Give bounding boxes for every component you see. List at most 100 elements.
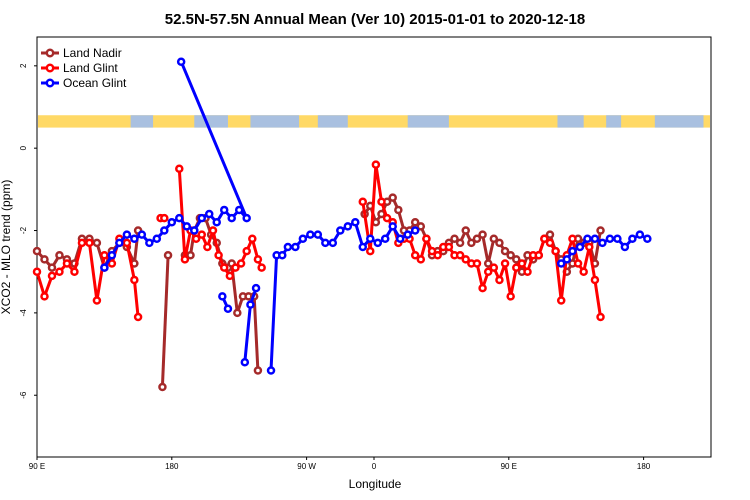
data-point-ocean-glint — [246, 300, 255, 309]
data-point-ocean-glint — [137, 230, 147, 239]
data-point-ocean-glint — [403, 230, 412, 239]
y-axis-label: XCO2 - MLO trend (ppm) — [0, 180, 13, 315]
data-point-land-glint — [422, 234, 431, 244]
data-point-ocean-glint — [575, 242, 585, 252]
data-point-land-nadir — [92, 238, 102, 248]
data-point-ocean-glint — [167, 218, 177, 227]
data-point-land-glint — [517, 259, 527, 268]
data-point-ocean-glint — [218, 292, 227, 301]
data-point-ocean-glint — [568, 246, 577, 256]
legend-label-land-glint: Land Glint — [63, 61, 118, 75]
data-point-ocean-glint — [212, 218, 221, 227]
legend-marker-land-glint — [45, 63, 55, 73]
data-point-ocean-glint — [380, 234, 390, 244]
data-point-land-glint — [512, 263, 521, 272]
data-point-land-nadir — [450, 234, 459, 244]
data-point-land-glint — [410, 250, 420, 260]
ocean-band-segment — [407, 115, 449, 128]
y-tick-label: 0 — [19, 145, 28, 150]
data-point-land-glint — [122, 238, 132, 248]
y-tick-label: -6 — [19, 391, 28, 399]
data-point-ocean-glint — [351, 218, 360, 227]
x-axis-label: Longitude — [349, 477, 402, 491]
data-point-land-nadir — [483, 259, 493, 268]
data-point-ocean-glint — [598, 238, 607, 248]
data-point-ocean-glint — [145, 238, 154, 248]
data-point-ocean-glint — [175, 213, 184, 223]
data-point-land-nadir — [55, 250, 64, 260]
data-point-land-glint — [506, 292, 515, 301]
data-point-land-glint — [377, 197, 386, 206]
data-point-land-glint — [47, 271, 57, 281]
x-tick-label: 90 E — [501, 462, 517, 471]
data-point-ocean-glint — [278, 250, 287, 260]
x-tick-label: 90 E — [29, 462, 45, 471]
x-tick-label: 180 — [165, 462, 179, 471]
data-point-land-glint — [32, 267, 42, 276]
data-point-land-glint — [551, 246, 560, 256]
chart-title: 52.5N-57.5N Annual Mean (Ver 10) 2015-01… — [165, 11, 585, 28]
data-point-ocean-glint — [590, 234, 600, 244]
data-point-ocean-glint — [643, 234, 652, 244]
ocean-band-segment — [194, 115, 228, 128]
data-point-land-glint — [225, 271, 235, 281]
data-point-land-glint — [545, 238, 555, 248]
data-point-ocean-glint — [242, 213, 251, 223]
legend-label-land-nadir: Land Nadir — [63, 46, 122, 60]
data-point-land-glint — [358, 197, 368, 206]
y-tick-label: -2 — [19, 226, 28, 234]
data-point-land-nadir — [467, 238, 476, 248]
data-point-ocean-glint — [613, 234, 622, 244]
data-point-land-nadir — [163, 250, 173, 260]
data-point-ocean-glint — [321, 238, 330, 248]
data-point-ocean-glint — [152, 234, 162, 244]
data-point-ocean-glint — [635, 230, 645, 239]
data-point-land-nadir — [158, 382, 167, 392]
data-point-ocean-glint — [562, 255, 572, 264]
data-point-land-glint — [160, 213, 169, 223]
data-point-land-glint — [180, 255, 190, 264]
data-point-land-glint — [130, 275, 139, 285]
legend-marker-land-nadir — [45, 48, 55, 58]
data-point-land-glint — [478, 283, 487, 293]
data-point-land-glint — [483, 267, 493, 276]
data-point-land-glint — [568, 234, 577, 244]
data-point-land-glint — [590, 275, 600, 285]
data-point-land-nadir — [388, 193, 397, 202]
data-point-ocean-glint — [343, 222, 353, 231]
data-point-land-glint — [214, 250, 223, 260]
data-point-land-nadir — [472, 234, 482, 244]
data-point-land-nadir — [495, 238, 504, 248]
data-point-land-glint — [92, 296, 102, 305]
data-point-land-nadir — [233, 308, 242, 318]
ocean-band-segment — [606, 115, 622, 128]
data-point-land-glint — [495, 275, 504, 285]
data-point-ocean-glint — [122, 230, 132, 239]
series-layer — [32, 57, 652, 392]
data-point-ocean-glint — [266, 366, 276, 375]
data-point-ocean-glint — [366, 234, 375, 244]
data-point-ocean-glint — [620, 242, 630, 252]
data-point-ocean-glint — [298, 234, 308, 244]
data-point-land-glint — [556, 296, 566, 305]
data-point-land-glint — [371, 160, 381, 169]
data-point-ocean-glint — [628, 234, 637, 244]
data-point-land-glint — [236, 259, 246, 268]
data-point-land-glint — [540, 234, 549, 244]
data-point-ocean-glint — [234, 205, 244, 215]
ocean-band-segment — [317, 115, 348, 128]
data-point-land-glint — [175, 164, 184, 174]
data-point-land-glint — [231, 263, 240, 272]
data-point-land-glint — [197, 230, 207, 239]
data-point-ocean-glint — [100, 263, 109, 272]
data-point-land-glint — [579, 267, 588, 276]
data-point-land-glint — [219, 263, 229, 272]
data-point-land-glint — [77, 238, 87, 248]
data-point-land-glint — [203, 242, 212, 252]
data-point-land-nadir — [186, 250, 195, 260]
data-point-land-glint — [461, 255, 470, 264]
data-point-land-glint — [70, 267, 79, 276]
data-point-ocean-glint — [388, 222, 397, 231]
